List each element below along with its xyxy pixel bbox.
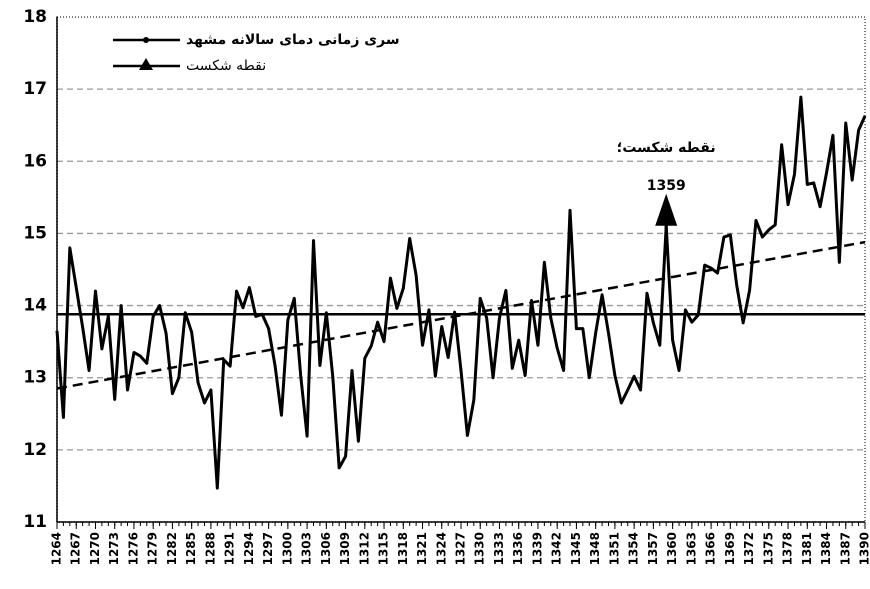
x-tick-label: 1264 (50, 532, 64, 565)
x-tick-label: 1381 (800, 532, 814, 565)
x-tick-label: 1378 (781, 532, 795, 565)
break-annotation: نقطه شکست؛ (617, 140, 716, 156)
x-tick-label: 1315 (377, 532, 391, 565)
x-tick-label: 1348 (588, 532, 602, 565)
x-tick-label: 1339 (530, 532, 544, 565)
x-tick-label: 1282 (165, 532, 179, 565)
y-tick-label: 18 (23, 7, 47, 27)
trend-line (56, 240, 866, 390)
x-tick-label: 1321 (415, 532, 429, 565)
x-tick-label: 1369 (723, 532, 737, 565)
y-tick-label: 17 (23, 79, 47, 99)
x-tick-label: 1279 (146, 532, 160, 565)
x-tick-label: 1276 (126, 532, 140, 565)
x-tick-label: 1288 (203, 532, 217, 565)
x-tick-label: 1372 (742, 532, 756, 565)
x-tick-label: 1267 (69, 532, 83, 565)
legend-label: سری زمانی دمای سالانه مشهد (186, 32, 400, 48)
y-tick-label: 13 (23, 368, 47, 388)
plot-border (56, 16, 866, 523)
x-tick-label: 1297 (261, 532, 275, 565)
break-year-label: 1359 (647, 178, 686, 194)
x-tick-label: 1342 (550, 532, 564, 565)
x-tick-label: 1300 (280, 532, 294, 565)
x-tick-label: 1270 (88, 532, 102, 565)
x-tick-label: 1294 (242, 532, 256, 565)
x-tick-label: 1351 (607, 532, 621, 565)
x-tick-label: 1375 (761, 532, 775, 565)
x-tick-label: 1387 (838, 532, 852, 565)
y-tick-label: 14 (23, 296, 47, 316)
x-tick-label: 1330 (473, 532, 487, 565)
x-tick-label: 1318 (396, 532, 410, 565)
x-tick-label: 1327 (454, 532, 468, 565)
x-tick-label: 1309 (338, 532, 352, 565)
x-tick-label: 1336 (511, 532, 525, 565)
y-tick-label: 11 (23, 512, 47, 532)
x-tick-label: 1273 (107, 532, 121, 565)
break-point-marker (655, 193, 678, 226)
y-tick-label: 16 (23, 151, 47, 171)
series-line (55, 95, 867, 490)
x-tick-label: 1354 (627, 532, 641, 565)
legend-label: نقطه شکست (186, 58, 266, 74)
x-tick-label: 1345 (569, 532, 583, 565)
x-tick-label: 1390 (858, 532, 870, 565)
x-tick-label: 1366 (704, 532, 718, 565)
x-tick-label: 1333 (492, 532, 506, 565)
x-tick-label: 1360 (665, 532, 679, 565)
y-tick-label: 12 (23, 440, 47, 460)
x-tick-label: 1285 (184, 532, 198, 565)
x-tick-label: 1363 (684, 532, 698, 565)
x-tick-label: 1306 (319, 532, 333, 565)
legend-marker (143, 37, 149, 43)
x-tick-label: 1357 (646, 532, 660, 565)
y-tick-label: 15 (23, 223, 47, 243)
x-tick-label: 1312 (357, 532, 371, 565)
legend-marker (139, 58, 153, 70)
x-tick-label: 1324 (434, 532, 448, 565)
x-tick-label: 1303 (300, 532, 314, 565)
x-tick-label: 1291 (223, 532, 237, 565)
x-tick-label: 1384 (819, 532, 833, 565)
